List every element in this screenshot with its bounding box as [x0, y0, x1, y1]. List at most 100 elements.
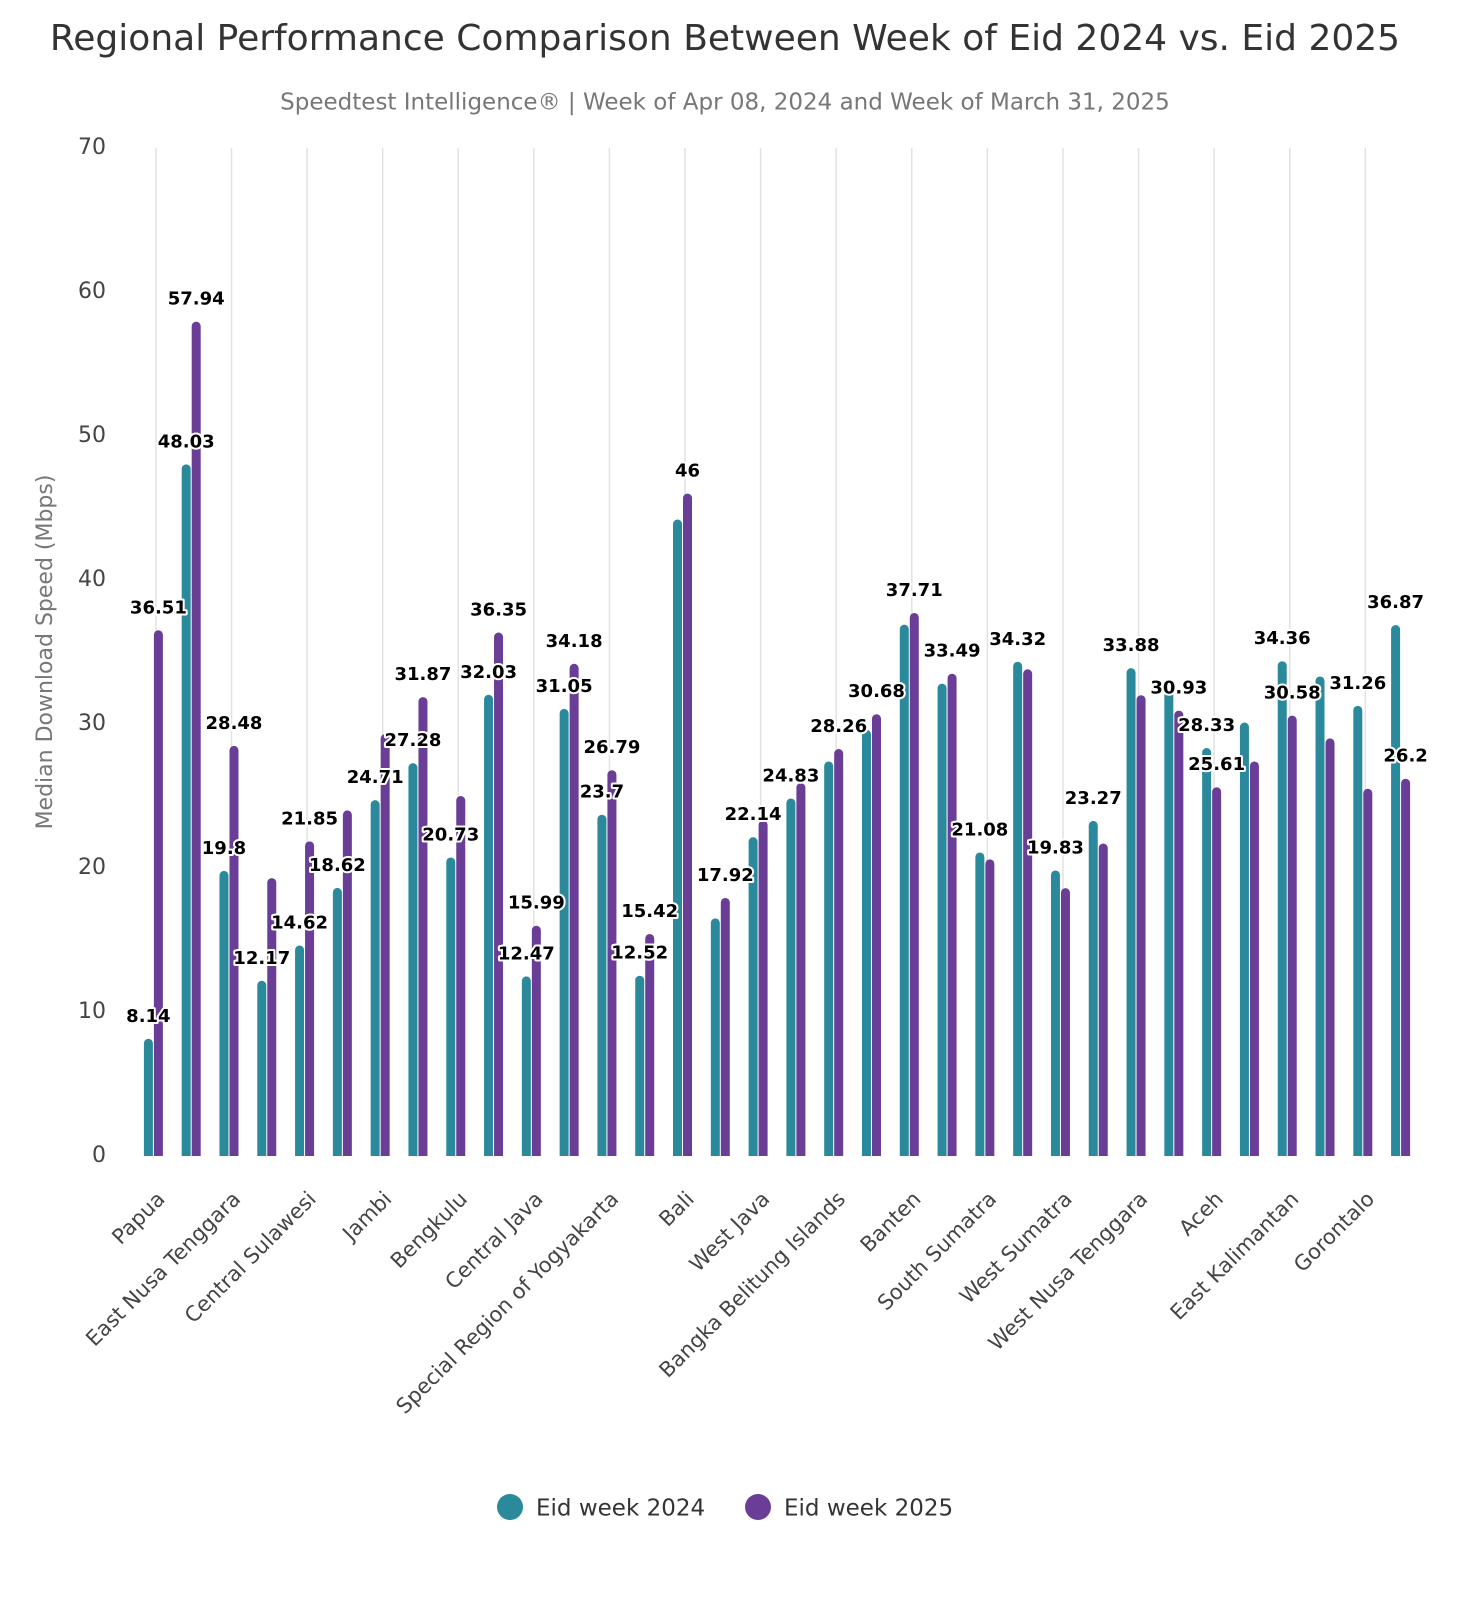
bar [1391, 625, 1401, 1156]
y-tick-label: 50 [78, 423, 106, 448]
data-label: 14.62 [271, 912, 328, 933]
bar [408, 763, 418, 1156]
bar [1098, 843, 1108, 1156]
bar [645, 933, 655, 1156]
data-label: 34.18 [546, 631, 603, 652]
bar [1013, 661, 1023, 1156]
bar [1136, 695, 1146, 1156]
data-label: 20.73 [422, 824, 479, 845]
data-label: 30.58 [1264, 683, 1321, 704]
bar [796, 783, 806, 1156]
bar [1126, 668, 1136, 1156]
y-tick-label: 0 [92, 1143, 106, 1168]
bar [1060, 888, 1070, 1156]
data-label: 30.68 [848, 681, 905, 702]
chart-title: Regional Performance Comparison Between … [50, 18, 1400, 59]
data-label: 32.03 [460, 662, 517, 683]
data-label: 28.26 [810, 716, 867, 737]
data-label: 25.61 [1188, 754, 1245, 775]
data-label: 24.71 [347, 767, 404, 788]
bar [380, 734, 390, 1156]
data-labels: 8.14 48.03 19.8 12.17 14.62 18.62 24.71 27.28 20… [124, 287, 1430, 1029]
data-label: 33.88 [1103, 635, 1160, 656]
bar [342, 810, 352, 1156]
x-tick-label: Central Sulawesi [180, 1187, 321, 1328]
bar [720, 897, 730, 1156]
bar [683, 493, 693, 1157]
bar [446, 857, 456, 1156]
bar [1315, 676, 1325, 1156]
data-label: 46 [675, 461, 700, 482]
bar [191, 321, 201, 1156]
data-label: 31.87 [394, 664, 451, 685]
data-label: 31.26 [1329, 673, 1386, 694]
data-label: 12.47 [498, 943, 555, 964]
data-label: 34.32 [989, 629, 1046, 650]
data-label: 36.35 [470, 600, 527, 621]
bar [332, 887, 342, 1156]
x-tick-label: Papua [107, 1187, 169, 1249]
data-label: 36.51 [130, 597, 187, 618]
bar [219, 870, 229, 1156]
data-label: 27.28 [384, 730, 441, 751]
bar [1239, 722, 1249, 1156]
x-tick-label: Banten [856, 1187, 926, 1257]
data-label: 21.08 [951, 819, 1008, 840]
bar [1353, 705, 1363, 1156]
data-label: 19.83 [1027, 837, 1084, 858]
data-label: 36.87 [1367, 592, 1424, 613]
data-label: 26.79 [583, 737, 640, 758]
bar [947, 673, 957, 1156]
y-tick-label: 10 [78, 999, 106, 1024]
y-tick-label: 20 [78, 855, 106, 880]
data-label: 8.14 [126, 1006, 170, 1027]
bar [1249, 761, 1259, 1156]
bar [824, 761, 834, 1156]
data-label: 21.85 [281, 808, 338, 829]
data-label: 28.33 [1178, 715, 1235, 736]
bar [909, 612, 919, 1156]
data-label: 15.42 [621, 901, 678, 922]
bar [1174, 710, 1184, 1156]
y-tick-label: 40 [78, 567, 106, 592]
bar [521, 976, 531, 1156]
bar [597, 814, 607, 1156]
bar [635, 975, 645, 1156]
bar [1325, 738, 1335, 1156]
bars [143, 321, 1411, 1157]
bar [748, 837, 758, 1156]
bar [1363, 788, 1373, 1156]
data-label: 19.8 [202, 838, 246, 859]
bar [1202, 748, 1212, 1156]
bar [1023, 669, 1033, 1156]
data-label: 24.83 [762, 765, 819, 786]
data-label: 15.99 [508, 893, 565, 914]
bar [153, 630, 163, 1156]
data-label: 37.71 [886, 580, 943, 601]
bar [531, 925, 541, 1156]
x-tick-label: Jambi [337, 1187, 397, 1247]
data-label: 12.52 [611, 943, 668, 964]
bar [267, 878, 277, 1156]
bar [607, 770, 617, 1156]
bar [456, 796, 466, 1156]
data-label: 17.92 [697, 865, 754, 886]
bar [710, 918, 720, 1156]
bar [143, 1038, 153, 1156]
bar [985, 859, 995, 1156]
data-label: 31.05 [536, 676, 593, 697]
data-label: 23.7 [580, 782, 624, 803]
data-label: 26.2 [1383, 746, 1427, 767]
bar [1277, 661, 1287, 1156]
bar [559, 708, 569, 1156]
bar [305, 841, 315, 1156]
data-label: 48.03 [158, 431, 215, 452]
data-label: 12.17 [233, 948, 290, 969]
data-label: 28.48 [206, 713, 263, 734]
data-label: 18.62 [309, 855, 366, 876]
x-tick-label: Bali [654, 1187, 699, 1232]
y-tick-label: 30 [78, 711, 106, 736]
bar [181, 464, 191, 1156]
data-label: 30.93 [1150, 678, 1207, 699]
